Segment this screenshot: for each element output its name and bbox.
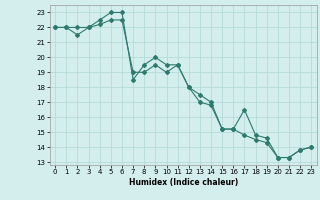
X-axis label: Humidex (Indice chaleur): Humidex (Indice chaleur)	[129, 178, 238, 187]
